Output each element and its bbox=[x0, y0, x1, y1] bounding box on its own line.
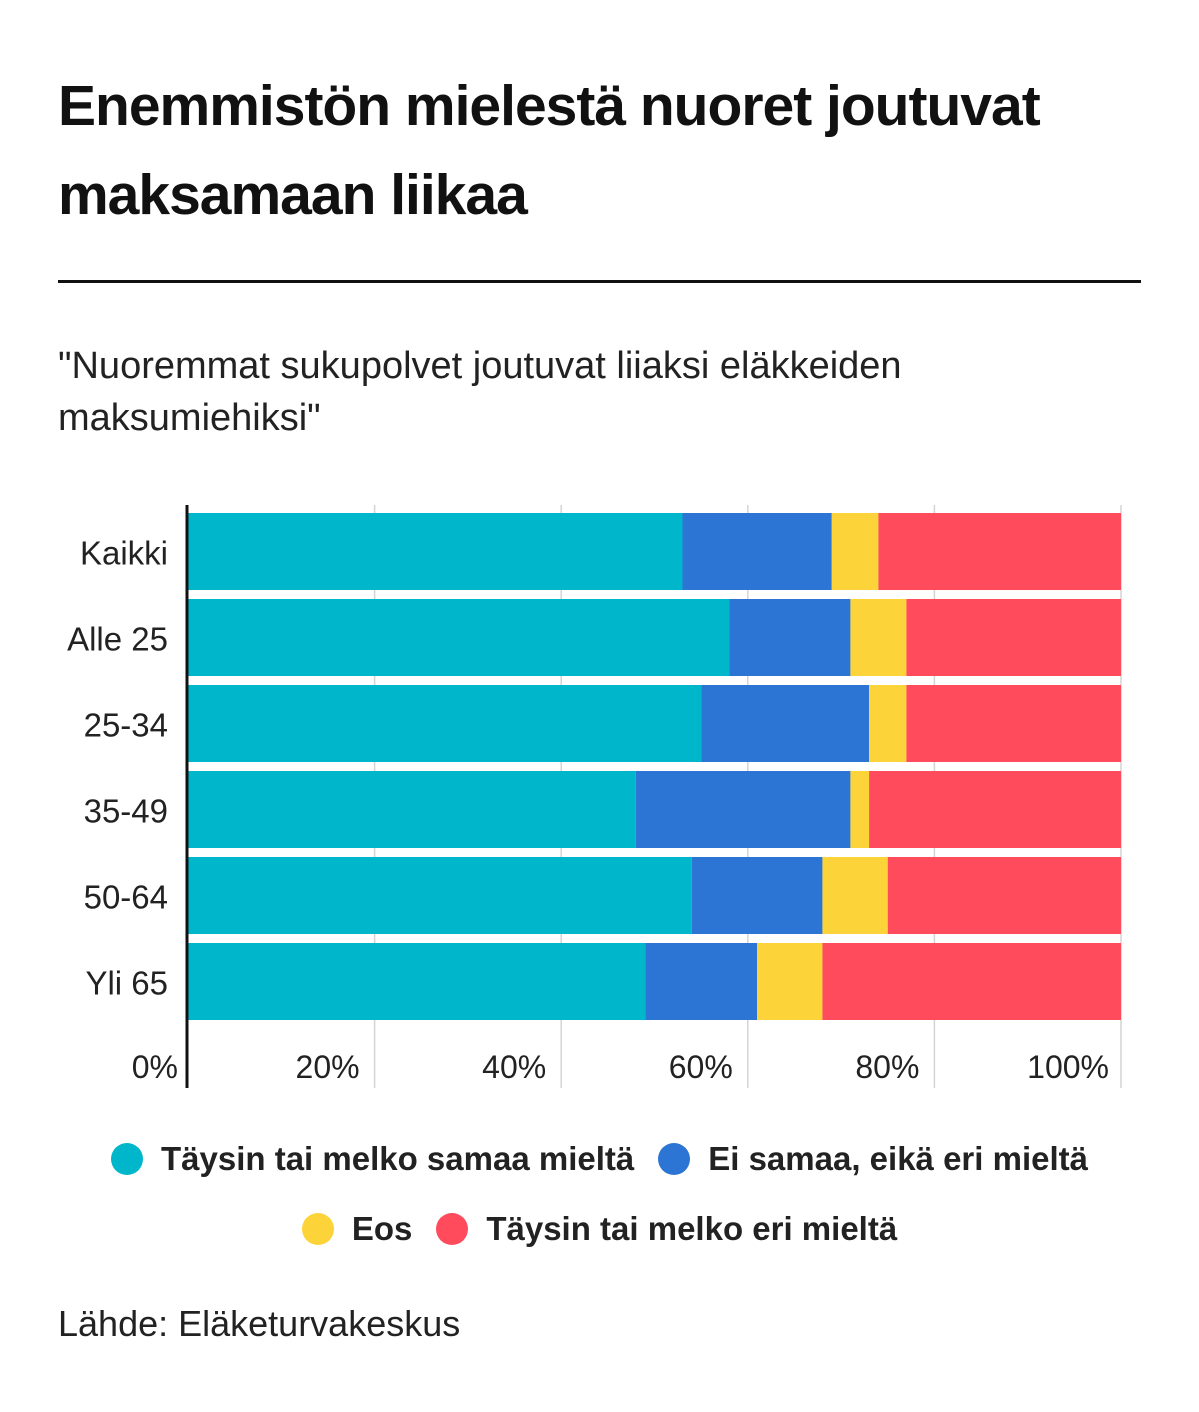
bar-segment bbox=[188, 943, 646, 1020]
bar-segment bbox=[729, 599, 851, 676]
title-divider bbox=[58, 280, 1141, 283]
bar-segment bbox=[906, 685, 1121, 762]
bar-segment bbox=[869, 685, 907, 762]
legend-label: Eos bbox=[351, 1210, 413, 1247]
x-tick-label: 100% bbox=[1027, 1049, 1109, 1085]
bar-segment bbox=[878, 513, 1121, 590]
source-note: Lähde: Eläketurvakeskus bbox=[58, 1303, 461, 1344]
x-tick-label: 60% bbox=[669, 1049, 733, 1085]
x-tick-label: 40% bbox=[482, 1049, 546, 1085]
axis-labels: Kaikki Alle 25 25-34 35-49 50-64 Yli 65 0% 20% 4… bbox=[67, 535, 1109, 1086]
bar-segment bbox=[645, 943, 758, 1020]
bar-segment bbox=[831, 513, 879, 590]
bar-segment bbox=[850, 771, 870, 848]
bar-segment bbox=[822, 943, 1121, 1020]
bar-segment bbox=[701, 685, 870, 762]
bar-segment bbox=[850, 599, 907, 676]
bar-segment bbox=[906, 599, 1121, 676]
bar-segment bbox=[188, 685, 702, 762]
legend-swatch bbox=[111, 1143, 143, 1175]
bar-segment bbox=[188, 857, 692, 934]
category-label: 25-34 bbox=[84, 707, 168, 744]
legend-label: Ei samaa, eikä eri mieltä bbox=[708, 1140, 1088, 1177]
bar-segment bbox=[822, 857, 888, 934]
legend-item: Täysin tai melko eri mieltä bbox=[436, 1210, 897, 1248]
legend-item: Ei samaa, eikä eri mieltä bbox=[658, 1140, 1088, 1178]
chart-title: Enemmistön mielestä nuoret joutuvat maks… bbox=[58, 74, 1041, 227]
category-label: Yli 65 bbox=[85, 965, 168, 1002]
legend-swatch bbox=[658, 1143, 691, 1175]
legend-swatch bbox=[301, 1213, 334, 1245]
bar-segment bbox=[188, 599, 730, 676]
legend-row: Täysin tai melko samaa mieltä Ei samaa, e… bbox=[0, 1130, 1199, 1188]
category-label: 35-49 bbox=[84, 793, 168, 830]
legend-item: Eos bbox=[301, 1210, 413, 1248]
legend-label: Täysin tai melko eri mieltä bbox=[486, 1210, 898, 1247]
legend-row: Eos Täysin tai melko eri mieltä bbox=[0, 1200, 1199, 1258]
bars bbox=[188, 513, 1121, 1020]
bar-segment bbox=[691, 857, 823, 934]
legend-item: Täysin tai melko samaa mieltä bbox=[111, 1140, 634, 1178]
x-tick-label: 80% bbox=[855, 1049, 919, 1085]
x-tick-label: 0% bbox=[132, 1049, 178, 1085]
bar-segment bbox=[188, 771, 636, 848]
bar-segment bbox=[682, 513, 832, 590]
category-label: 50-64 bbox=[84, 879, 168, 916]
chart-subtitle: "Nuoremmat sukupolvet joutuvat liiaksi e… bbox=[58, 345, 902, 439]
bar-segment bbox=[887, 857, 1121, 934]
legend-swatch bbox=[436, 1213, 469, 1245]
x-tick-label: 20% bbox=[296, 1049, 360, 1085]
legend: Täysin tai melko samaa mieltä Ei samaa, e… bbox=[0, 1130, 1199, 1270]
bar-segment bbox=[869, 771, 1121, 848]
bar-segment bbox=[757, 943, 823, 1020]
legend-label: Täysin tai melko samaa mieltä bbox=[161, 1140, 635, 1177]
category-label: Alle 25 bbox=[67, 621, 168, 658]
bar-segment bbox=[635, 771, 851, 848]
stacked-bar-chart: Kaikki Alle 25 25-34 35-49 50-64 Yli 65 0% 20% 4… bbox=[67, 505, 1122, 1088]
bar-segment bbox=[188, 513, 683, 590]
category-label: Kaikki bbox=[80, 535, 168, 572]
